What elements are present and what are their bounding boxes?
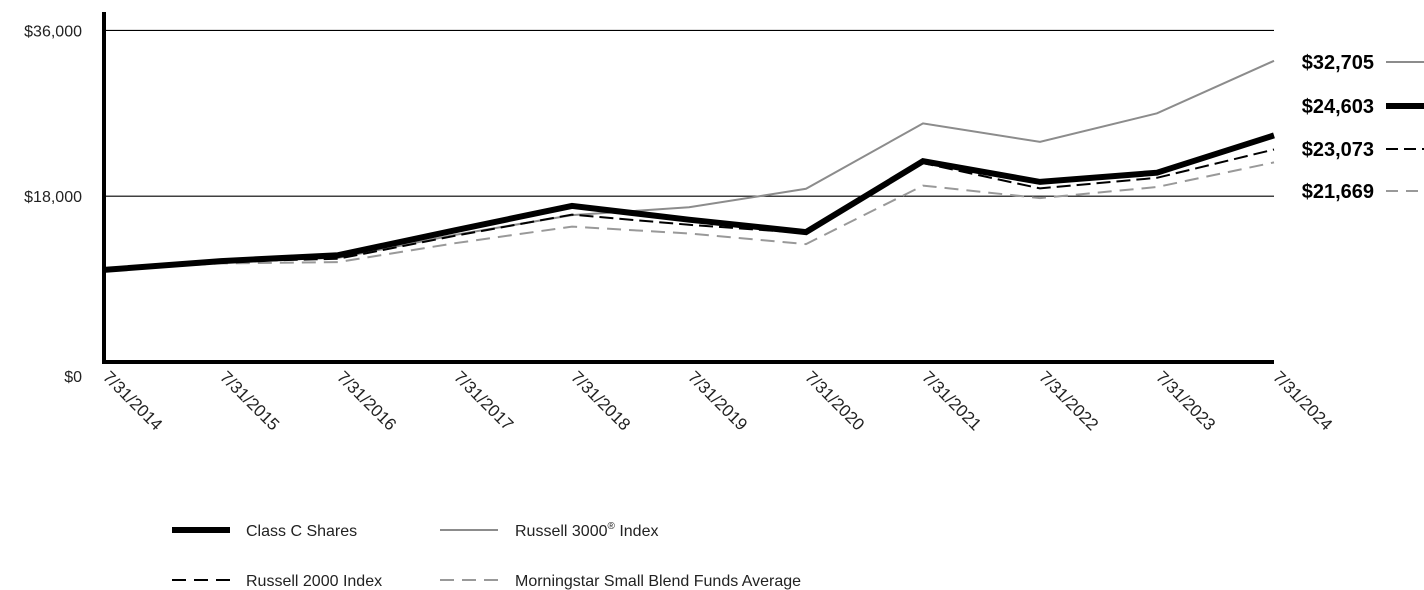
x-axis-ticks: 7/31/2014 7/31/2015 7/31/2016 7/31/2017 7/31… [99,367,1336,434]
x-tick-label: 7/31/2017 [450,367,517,434]
x-tick-label: 7/31/2021 [918,367,985,434]
end-value-label-0: $24,603 [1302,96,1374,118]
x-tick-label: 7/31/2023 [1152,367,1219,434]
end-labels: $32,705 $24,603 $23,073 $21,669 [1302,52,1424,203]
series-layer [103,59,1275,273]
end-value-label-1: $32,705 [1302,52,1374,74]
series-line-2 [103,148,1275,271]
y-tick-label: $0 [64,369,82,386]
y-tick-label: $18,000 [24,189,82,206]
end-value-label-2: $23,073 [1302,139,1374,161]
x-tick-label: 7/31/2019 [684,367,751,434]
x-tick-label: 7/31/2016 [333,367,400,434]
y-tick-label: $36,000 [24,23,82,40]
x-tick-label: 7/31/2014 [99,367,166,434]
x-tick-label: 7/31/2024 [1269,367,1336,434]
legend-label-2: Russell 2000 Index [246,573,382,590]
x-tick-label: 7/31/2020 [801,367,868,434]
series-line-3 [103,161,1275,271]
x-tick-label: 7/31/2015 [216,367,283,434]
series-line-0 [103,132,1275,273]
grid-layer: $0 $18,000 $36,000 [24,23,1274,386]
axis-layer [102,12,1274,364]
series-line-1 [103,59,1275,271]
end-value-label-3: $21,669 [1302,181,1374,203]
x-tick-label: 7/31/2022 [1035,367,1102,434]
x-tick-label: 7/31/2018 [567,367,634,434]
legend-label-0: Class C Shares [246,523,357,540]
legend-label-1: Russell 3000® Index [515,521,658,540]
legend-label-3: Morningstar Small Blend Funds Average [515,573,801,590]
legend: Class C Shares Russell 3000® Index Russell… [172,521,801,590]
